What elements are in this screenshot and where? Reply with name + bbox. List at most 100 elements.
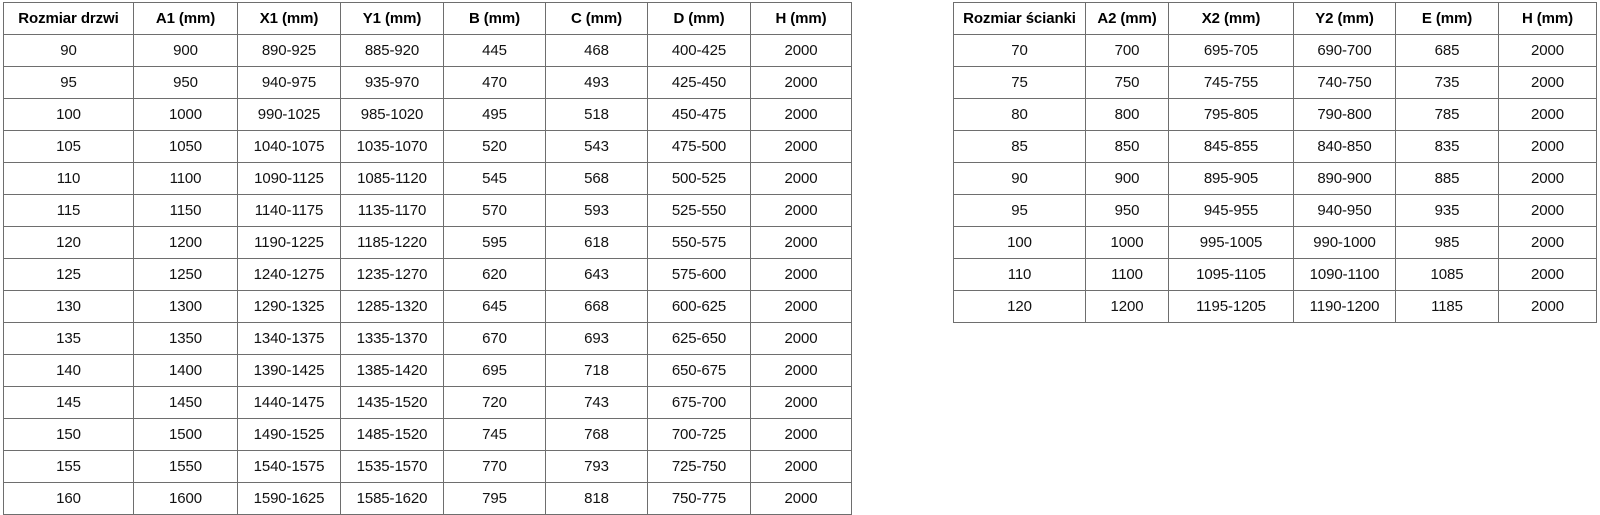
table-cell: 890-900 (1293, 162, 1396, 195)
table-row: 100 1000 995-1005 990-1000 985 2000 (953, 226, 1597, 259)
wall-row-label: 75 (953, 66, 1086, 99)
table-cell: 2000 (1498, 258, 1597, 291)
table-cell: 643 (545, 258, 648, 291)
table-cell: 1335-1370 (340, 322, 444, 355)
doors-column-header-2: X1 (mm) (237, 2, 341, 35)
table-cell: 570 (443, 194, 546, 227)
table-cell: 1000 (133, 98, 238, 131)
table-cell: 1090-1100 (1293, 258, 1396, 291)
table-cell: 1200 (1085, 290, 1169, 323)
table-cell: 550-575 (647, 226, 751, 259)
wall-column-header-4: E (mm) (1395, 2, 1499, 35)
table-cell: 1490-1525 (237, 418, 341, 451)
table-row: 130 1300 1290-1325 1285-1320 645 668 600-625 20… (3, 290, 852, 323)
wall-column-header-3: Y2 (mm) (1293, 2, 1396, 35)
doors-row-label: 135 (3, 322, 134, 355)
table-row: 120 1200 1190-1225 1185-1220 595 618 550-575 20… (3, 226, 852, 259)
doors-row-label: 145 (3, 386, 134, 419)
table-row: 155 1550 1540-1575 1535-1570 770 793 725-750 20… (3, 450, 852, 483)
wall-row-label: 85 (953, 130, 1086, 163)
doors-row-label: 130 (3, 290, 134, 323)
table-cell: 935 (1395, 194, 1499, 227)
table-cell: 690-700 (1293, 34, 1396, 67)
table-cell: 1285-1320 (340, 290, 444, 323)
table-cell: 2000 (750, 130, 852, 163)
table-cell: 950 (1085, 194, 1169, 227)
table-cell: 1100 (1085, 258, 1169, 291)
table-cell: 1150 (133, 194, 238, 227)
table-cell: 885-920 (340, 34, 444, 67)
table-cell: 2000 (1498, 226, 1597, 259)
table-cell: 668 (545, 290, 648, 323)
table-cell: 790-800 (1293, 98, 1396, 131)
table-cell: 1085-1120 (340, 162, 444, 195)
table-cell: 2000 (750, 258, 852, 291)
table-cell: 625-650 (647, 322, 751, 355)
table-row: 70 700 695-705 690-700 685 2000 (953, 34, 1597, 67)
table-cell: 2000 (750, 482, 852, 515)
table-row: 145 1450 1440-1475 1435-1520 720 743 675-700 20… (3, 386, 852, 419)
doors-row-label: 110 (3, 162, 134, 195)
table-cell: 545 (443, 162, 546, 195)
doors-row-label: 105 (3, 130, 134, 163)
table-cell: 985 (1395, 226, 1499, 259)
doors-row-label: 100 (3, 98, 134, 131)
table-cell: 725-750 (647, 450, 751, 483)
wall-column-header-1: A2 (mm) (1085, 2, 1169, 35)
table-cell: 670 (443, 322, 546, 355)
table-cell: 850 (1085, 130, 1169, 163)
table-cell: 1500 (133, 418, 238, 451)
table-cell: 1340-1375 (237, 322, 341, 355)
wall-row-label: 95 (953, 194, 1086, 227)
table-cell: 1050 (133, 130, 238, 163)
table-row: 140 1400 1390-1425 1385-1420 695 718 650-675 20… (3, 354, 852, 387)
table-cell: 1485-1520 (340, 418, 444, 451)
table-cell: 718 (545, 354, 648, 387)
table-cell: 1535-1570 (340, 450, 444, 483)
table-cell: 1435-1520 (340, 386, 444, 419)
doors-row-label: 95 (3, 66, 134, 99)
table-cell: 1550 (133, 450, 238, 483)
table-cell: 768 (545, 418, 648, 451)
table-cell: 2000 (1498, 130, 1597, 163)
table-cell: 750-775 (647, 482, 751, 515)
table-cell: 450-475 (647, 98, 751, 131)
doors-table-body: 90 900 890-925 885-920 445 468 400-425 2000 95 95… (3, 34, 852, 515)
table-cell: 1185-1220 (340, 226, 444, 259)
table-cell: 593 (545, 194, 648, 227)
table-cell: 740-750 (1293, 66, 1396, 99)
table-cell: 468 (545, 34, 648, 67)
table-cell: 685 (1395, 34, 1499, 67)
doors-row-label: 90 (3, 34, 134, 67)
table-cell: 1035-1070 (340, 130, 444, 163)
table-cell: 985-1020 (340, 98, 444, 131)
table-cell: 520 (443, 130, 546, 163)
table-cell: 525-550 (647, 194, 751, 227)
table-cell: 595 (443, 226, 546, 259)
table-row: 135 1350 1340-1375 1335-1370 670 693 625-650 20… (3, 322, 852, 355)
table-cell: 445 (443, 34, 546, 67)
table-cell: 1350 (133, 322, 238, 355)
doors-column-header-4: B (mm) (443, 2, 546, 35)
table-cell: 835 (1395, 130, 1499, 163)
table-cell: 745 (443, 418, 546, 451)
table-cell: 2000 (750, 386, 852, 419)
table-cell: 1290-1325 (237, 290, 341, 323)
doors-row-label: 120 (3, 226, 134, 259)
table-row: 80 800 795-805 790-800 785 2000 (953, 98, 1597, 131)
table-cell: 693 (545, 322, 648, 355)
table-cell: 2000 (750, 194, 852, 227)
table-cell: 645 (443, 290, 546, 323)
table-cell: 770 (443, 450, 546, 483)
table-cell: 750 (1085, 66, 1169, 99)
table-cell: 1250 (133, 258, 238, 291)
table-row: 125 1250 1240-1275 1235-1270 620 643 575-600 20… (3, 258, 852, 291)
doors-row-label: 160 (3, 482, 134, 515)
table-row: 75 750 745-755 740-750 735 2000 (953, 66, 1597, 99)
table-cell: 618 (545, 226, 648, 259)
table-cell: 475-500 (647, 130, 751, 163)
table-cell: 675-700 (647, 386, 751, 419)
table-row: 90 900 895-905 890-900 885 2000 (953, 162, 1597, 195)
table-cell: 2000 (750, 418, 852, 451)
